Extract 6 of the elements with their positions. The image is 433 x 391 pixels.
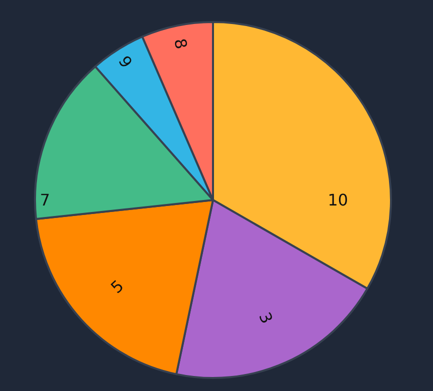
slice-label: 9 — [114, 52, 136, 72]
slice-label: 10 — [328, 190, 348, 210]
slice-label: 7 — [40, 190, 50, 210]
slice-label: 5 — [107, 276, 128, 298]
slice-label: 3 — [255, 309, 277, 326]
slice-label: 8 — [170, 36, 191, 51]
